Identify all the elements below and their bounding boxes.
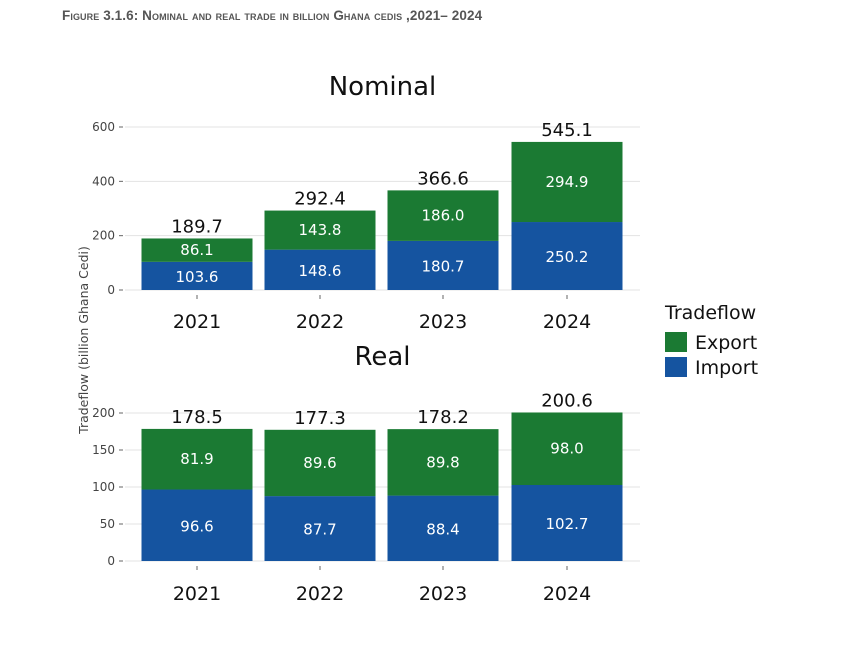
- real-xtick-label: 2022: [296, 583, 344, 605]
- nominal-label-import: 103.6: [176, 268, 219, 286]
- nominal-bar-import: [264, 249, 376, 290]
- real-label-import: 96.6: [180, 517, 213, 535]
- nominal-label-export: 186.0: [422, 207, 465, 225]
- nominal-xtick-label: 2021: [173, 311, 221, 333]
- real-label-export: 98.0: [550, 440, 583, 458]
- real-label-import: 88.4: [426, 520, 459, 538]
- real-bar-import: [511, 485, 623, 561]
- nominal-label-import: 250.2: [546, 248, 589, 266]
- nominal-bar-export: [264, 210, 376, 250]
- legend-label-export: Export: [695, 332, 757, 354]
- real-bar-export: [141, 428, 253, 490]
- real-xtick-label: 2021: [173, 583, 221, 605]
- real-label-total: 177.3: [294, 408, 346, 429]
- nominal-bar-export: [511, 141, 623, 223]
- real-xtick-label: 2023: [419, 583, 467, 605]
- legend-label-import: Import: [695, 357, 758, 379]
- nominal-label-total: 189.7: [171, 216, 223, 237]
- real-bar-export: [387, 429, 499, 496]
- nominal-label-import: 148.6: [299, 262, 342, 280]
- nominal-bar-export: [141, 238, 253, 262]
- real-bar-export: [264, 429, 376, 497]
- real-xtick-label: 2024: [543, 583, 591, 605]
- real-bar-import: [264, 496, 376, 561]
- nominal-xtick-label: 2024: [543, 311, 591, 333]
- nominal-bar-import: [387, 240, 499, 290]
- real-bar-import: [141, 489, 253, 561]
- legend-title: Tradeflow: [664, 302, 756, 324]
- nominal-panel-title: Nominal: [329, 72, 437, 102]
- nominal-ytick-label: 0: [107, 283, 115, 297]
- real-ytick-label: 150: [92, 443, 115, 457]
- nominal-xtick-label: 2023: [419, 311, 467, 333]
- legend-swatch-export: [665, 332, 687, 352]
- y-axis-label: Tradeflow (billion Ghana Cedi): [76, 246, 91, 435]
- nominal-bar-export: [387, 190, 499, 241]
- nominal-label-total: 366.6: [417, 168, 469, 189]
- real-label-total: 178.2: [417, 407, 469, 428]
- nominal-label-export: 86.1: [180, 241, 213, 259]
- real-label-export: 89.6: [303, 454, 336, 472]
- real-ytick-label: 50: [100, 517, 115, 531]
- nominal-label-import: 180.7: [422, 257, 465, 275]
- figure-caption-text: Figure 3.1.6: Nominal and real trade in …: [62, 8, 483, 23]
- nominal-label-total: 545.1: [541, 120, 593, 141]
- nominal-ytick-label: 200: [92, 229, 115, 243]
- nominal-label-export: 143.8: [299, 221, 342, 239]
- real-label-total: 178.5: [171, 407, 223, 428]
- real-label-export: 89.8: [426, 453, 459, 471]
- nominal-bar-import: [141, 261, 253, 290]
- nominal-label-total: 292.4: [294, 189, 346, 210]
- real-ytick-label: 200: [92, 406, 115, 420]
- real-bar-export: [511, 412, 623, 486]
- real-ytick-label: 0: [107, 554, 115, 568]
- nominal-ytick-label: 600: [92, 120, 115, 134]
- real-bar-import: [387, 495, 499, 561]
- legend-swatch-import: [665, 357, 687, 377]
- real-panel-title: Real: [354, 342, 410, 372]
- figure-caption: Figure 3.1.6: Nominal and real trade in …: [62, 8, 482, 23]
- nominal-ytick-label: 400: [92, 174, 115, 188]
- nominal-label-export: 294.9: [546, 173, 589, 191]
- nominal-bar-import: [511, 222, 623, 290]
- nominal-xtick-label: 2022: [296, 311, 344, 333]
- real-label-import: 102.7: [546, 515, 589, 533]
- real-label-export: 81.9: [180, 450, 213, 468]
- real-ytick-label: 100: [92, 480, 115, 494]
- real-label-total: 200.6: [541, 390, 593, 411]
- real-label-import: 87.7: [303, 521, 336, 539]
